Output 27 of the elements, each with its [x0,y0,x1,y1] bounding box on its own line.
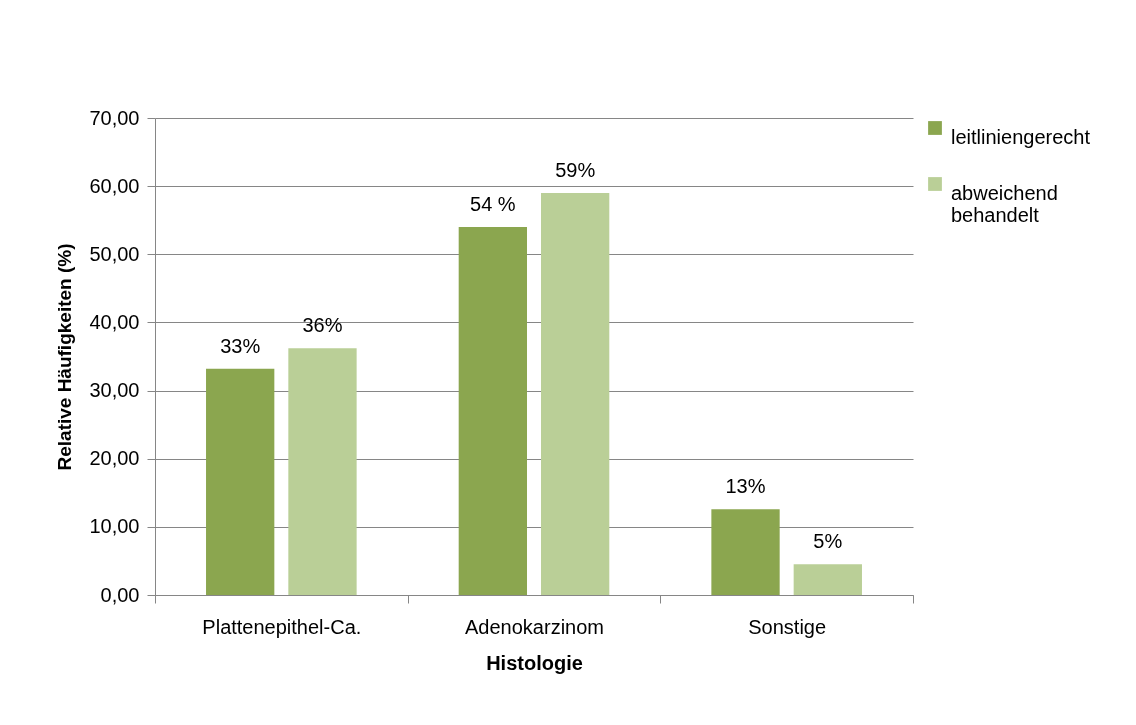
legend-label: abweichend behandelt [951,182,1058,226]
x-tick-label: Adenokarzinom [465,615,604,638]
y-axis-title: Relative Häufigkeiten (%) [54,243,76,471]
data-label: 33% [220,334,261,357]
y-tick-label: 70,00 [89,106,140,129]
y-tick-label: 30,00 [89,379,140,402]
data-label: 5% [813,530,843,553]
data-label: 59% [555,158,596,181]
data-label: 13% [725,475,766,498]
x-axis-title: Histologie [486,651,583,674]
y-tick-label: 20,00 [89,447,140,470]
bar [711,509,780,595]
data-label: 54 % [470,193,516,216]
bar [288,348,357,595]
data-label: 36% [302,314,343,337]
x-tick-label: Sonstige [748,615,827,638]
legend-label: leitliniengerecht [951,126,1091,148]
bar [206,368,275,595]
y-tick-label: 50,00 [89,242,140,265]
y-tick-label: 60,00 [89,174,140,197]
x-tick-label: Plattenepithel-Ca. [202,615,362,638]
bar [793,564,862,595]
y-tick-label: 40,00 [89,310,140,333]
bar [458,227,527,595]
bar [541,192,610,595]
y-tick-label: 10,00 [89,515,140,538]
y-tick-label: 0,00 [100,583,140,606]
